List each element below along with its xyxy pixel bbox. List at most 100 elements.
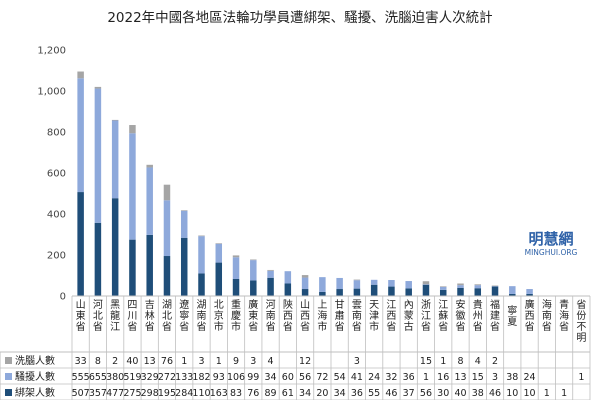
bar-segment bbox=[405, 288, 412, 296]
category-label: 吉林省 bbox=[145, 299, 155, 333]
y-tick-label: 800 bbox=[47, 128, 66, 139]
category-label: 遼寧省 bbox=[179, 298, 189, 333]
table-cell: 272 bbox=[158, 372, 176, 383]
category-label: 雲南省 bbox=[352, 299, 362, 333]
table-cell: 507 bbox=[72, 388, 90, 399]
table-cell: 8 bbox=[95, 356, 101, 367]
category-label: 上海市 bbox=[317, 299, 327, 333]
table-cell: 46 bbox=[489, 388, 501, 399]
table-cell: 3 bbox=[492, 372, 498, 383]
bar-segment bbox=[129, 239, 136, 297]
category-label: 四川省 bbox=[127, 300, 137, 333]
legend-swatch bbox=[5, 389, 12, 396]
bar-segment bbox=[474, 288, 482, 296]
table-cell: 61 bbox=[282, 388, 294, 399]
legend-label: 洗腦人數 bbox=[15, 354, 55, 367]
table-cell: 13 bbox=[144, 356, 156, 367]
category-label: 福建省 bbox=[490, 298, 500, 333]
table-cell: 30 bbox=[437, 388, 449, 399]
category-label: 天津市 bbox=[369, 300, 379, 333]
table-cell: 357 bbox=[89, 388, 107, 399]
bar-segment bbox=[163, 184, 171, 201]
table-cell: 36 bbox=[403, 372, 415, 383]
bar-segment bbox=[474, 285, 482, 289]
table-cell: 20 bbox=[316, 388, 328, 399]
bar-segment bbox=[284, 283, 292, 296]
table-cell: 1 bbox=[561, 388, 567, 399]
bar-segment bbox=[111, 119, 119, 121]
table-cell: 46 bbox=[385, 388, 397, 399]
bar-segment bbox=[370, 279, 378, 285]
bar-segment bbox=[526, 293, 533, 296]
bar-segment bbox=[232, 255, 240, 258]
bar-segment bbox=[353, 288, 361, 296]
table-cell: 99 bbox=[247, 372, 259, 383]
bar-segment bbox=[439, 286, 447, 287]
table-cell: 4 bbox=[268, 356, 274, 367]
bar-segment bbox=[146, 164, 153, 168]
category-label: 江西省 bbox=[386, 299, 396, 333]
bar-segment bbox=[111, 120, 119, 199]
bar-segment bbox=[77, 192, 84, 296]
bar-segment bbox=[198, 273, 205, 296]
bar-segment bbox=[491, 285, 499, 287]
category-label: 黑龍江 bbox=[110, 299, 120, 333]
bar-segment bbox=[457, 283, 464, 286]
category-label: 湖南省 bbox=[197, 299, 207, 333]
category-label: 廣西省 bbox=[525, 298, 535, 333]
table-cell: 83 bbox=[230, 388, 242, 399]
table-cell: 4 bbox=[475, 356, 481, 367]
table-cell: 2 bbox=[492, 356, 498, 367]
bar-segment bbox=[267, 277, 274, 296]
bar-segment bbox=[111, 198, 119, 296]
bar-segment bbox=[353, 280, 361, 289]
table-cell: 1 bbox=[544, 388, 550, 399]
table-cell: 76 bbox=[247, 388, 259, 399]
bar-segment bbox=[422, 284, 430, 296]
bar-segment bbox=[180, 210, 188, 238]
bar-segment bbox=[301, 275, 309, 278]
y-axis: 0 200 400 600 800 1,000 1,200 bbox=[37, 46, 66, 303]
table-cell: 41 bbox=[351, 372, 363, 383]
table-cell: 284 bbox=[175, 388, 193, 399]
bar-segment bbox=[439, 286, 447, 290]
table-cell: 1 bbox=[423, 372, 429, 383]
table-cell: 15 bbox=[420, 356, 432, 367]
table-cell: 37 bbox=[403, 388, 415, 399]
bar-segment bbox=[163, 200, 171, 257]
category-label: 江蘇省 bbox=[438, 299, 448, 333]
table-cell: 275 bbox=[123, 388, 141, 399]
table-cell: 12 bbox=[299, 356, 311, 367]
table-cell: 93 bbox=[213, 372, 225, 383]
table-cell: 1 bbox=[181, 356, 187, 367]
table-cell: 10 bbox=[506, 388, 518, 399]
table-cell: 36 bbox=[351, 388, 363, 399]
category-label: 北京市 bbox=[214, 299, 224, 333]
category-label: 內蒙古 bbox=[404, 299, 414, 333]
category-label: 山東省 bbox=[76, 299, 86, 333]
table-cell: 60 bbox=[282, 372, 294, 383]
bar-segment bbox=[215, 243, 223, 244]
bar-segment bbox=[232, 278, 240, 296]
table-cell: 2 bbox=[112, 356, 118, 367]
bar-segment bbox=[180, 237, 188, 296]
table-cell: 89 bbox=[265, 388, 277, 399]
table-cell: 182 bbox=[192, 372, 210, 383]
bar-segment bbox=[198, 235, 205, 237]
bar-segment bbox=[370, 284, 378, 296]
category-label: 河南省 bbox=[266, 299, 276, 333]
category-label: 重慶市 bbox=[231, 298, 241, 333]
bar-segment bbox=[301, 289, 309, 296]
table-cell: 1 bbox=[440, 356, 446, 367]
bar-segment bbox=[94, 222, 102, 296]
bar-segment bbox=[94, 86, 102, 89]
table-cell: 9 bbox=[233, 356, 239, 367]
table-cell: 34 bbox=[299, 388, 311, 399]
bar-segment bbox=[129, 125, 136, 134]
bar-segment bbox=[319, 291, 326, 296]
table-cell: 329 bbox=[141, 372, 159, 383]
brand-url: MINGHUI.ORG bbox=[525, 248, 578, 257]
category-label: 山西省 bbox=[300, 299, 310, 333]
legend-swatch bbox=[5, 373, 12, 380]
table-cell: 555 bbox=[72, 372, 90, 383]
